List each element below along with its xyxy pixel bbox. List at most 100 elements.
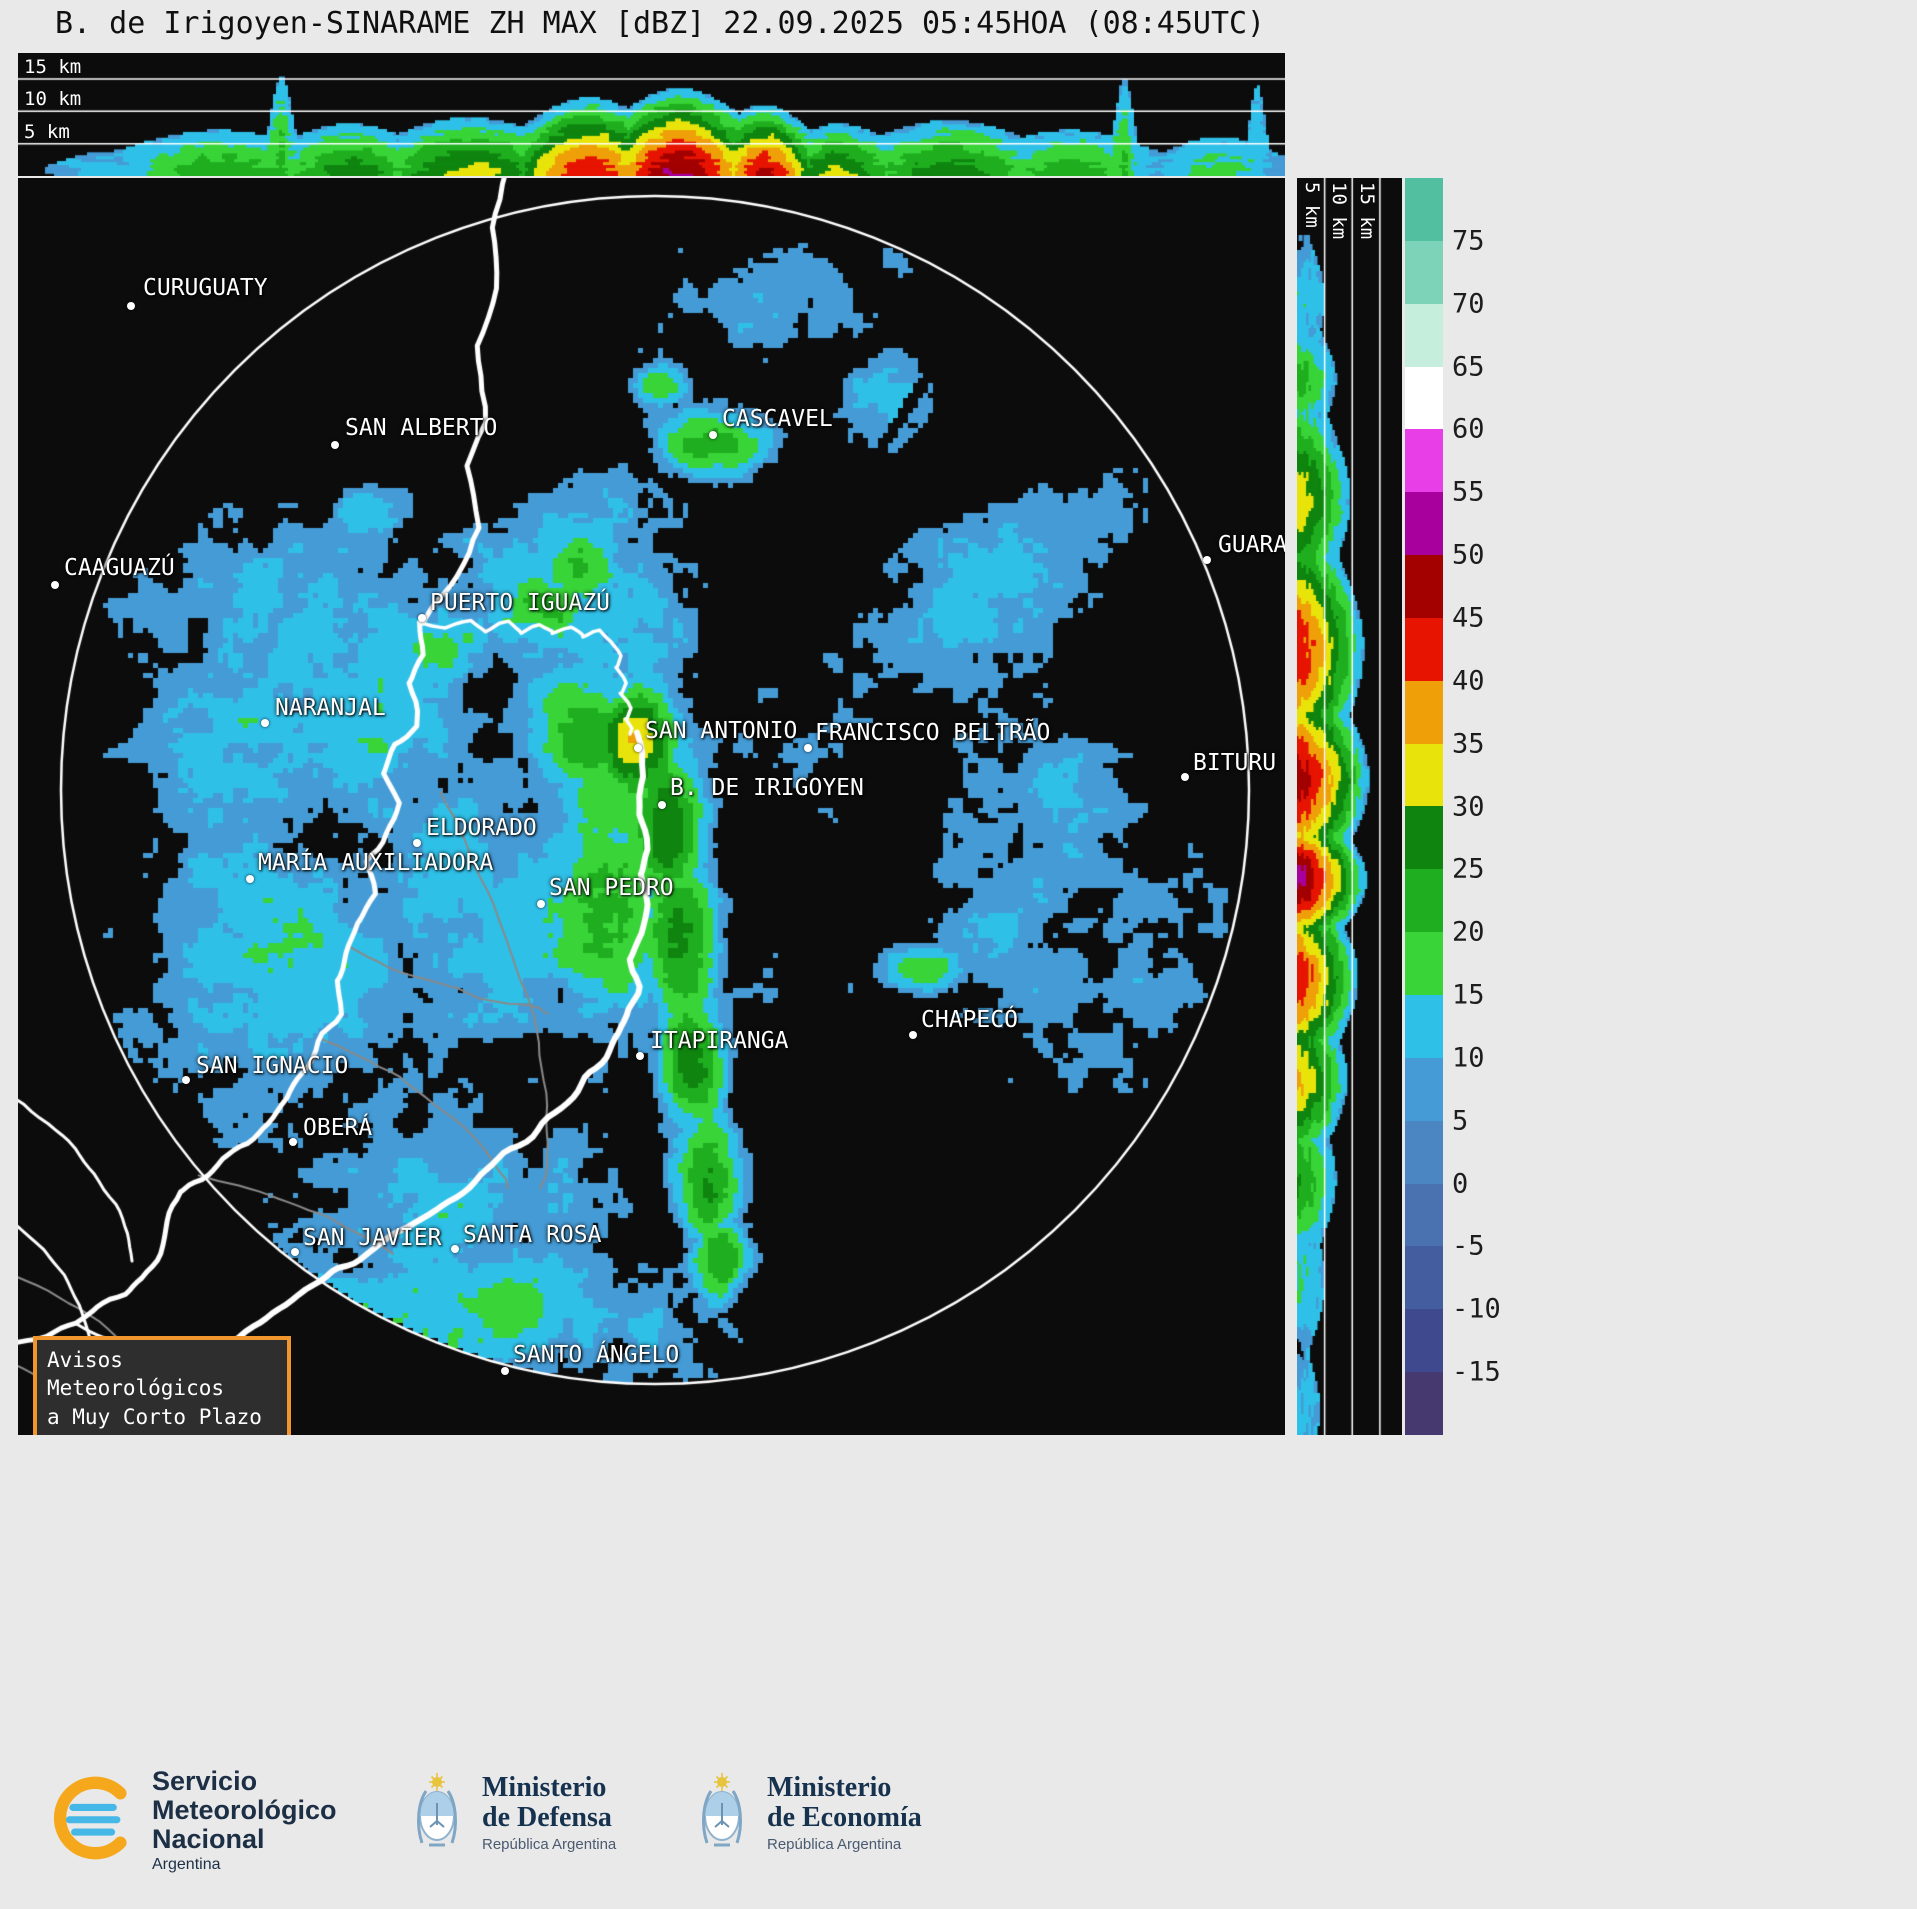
top-cross-section-panel: 15 km 10 km 5 km [18,53,1285,176]
city-marker-santa-rosa [451,1245,459,1253]
city-label-san-pedro: SAN PEDRO [549,875,674,901]
city-marker-naranjal [261,719,269,727]
product-title: B. de Irigoyen-SINARAME ZH MAX [dBZ] 22.… [55,6,1266,41]
ministry-defensa-block: Ministerio de Defensa República Argentin… [408,1771,616,1855]
city-label-san-ignacio: SAN IGNACIO [196,1053,349,1079]
smn-name-line: Servicio [152,1766,258,1796]
city-label-naranjal: NARANJAL [275,695,386,721]
city-marker-cascavel [709,431,717,439]
colorbar-segment [1405,680,1443,744]
colorbar-segment [1405,806,1443,870]
city-label-itapiranga: ITAPIRANGA [650,1028,789,1054]
city-marker-san-alberto [331,441,339,449]
colorbar-tick-60: 60 [1452,413,1485,445]
colorbar-segment [1405,932,1443,995]
right-cross-section-panel: 5 km 10 km 15 km [1297,178,1402,1435]
city-marker-guara [1203,556,1211,564]
colorbar-segment [1405,617,1443,681]
smn-country: Argentina [152,1855,221,1873]
colorbar-tick-0: 0 [1452,1168,1469,1200]
argentina-coat-of-arms-icon [693,1771,751,1855]
colorbar-segment [1405,1120,1443,1184]
city-label-puerto-iguazu: PUERTO IGUAZÚ [430,590,611,616]
colorbar-segment [1405,869,1443,933]
smn-logo-icon [50,1774,138,1866]
city-label-san-javier: SAN JAVIER [303,1225,442,1251]
city-label-caaguazu: CAAGUAZÚ [64,555,175,581]
city-label-san-alberto: SAN ALBERTO [345,415,498,441]
altitude-label-15km: 15 km [24,55,82,78]
city-marker-obera [289,1138,297,1146]
colorbar-segment [1405,492,1443,556]
colorbar-segment [1405,994,1443,1058]
city-marker-francisco-beltrao [804,744,812,752]
warning-line-1: Avisos Meteorológicos [47,1348,225,1401]
colorbar-tick-15: 15 [1452,979,1485,1011]
city-label-eldorado: ELDORADO [426,815,537,841]
city-marker-maria-auxiliadora [246,875,254,883]
altitude-label-10km: 10 km [1328,182,1351,240]
colorbar-tick--15: -15 [1452,1356,1501,1388]
altitude-label-15km: 15 km [1355,182,1378,240]
colorbar-tick--5: -5 [1452,1230,1485,1262]
colorbar-tick-70: 70 [1452,288,1485,320]
city-marker-eldorado [413,839,421,847]
argentina-coat-of-arms-icon [408,1771,466,1855]
city-marker-san-antonio [634,744,642,752]
altitude-label-5km: 5 km [1300,182,1323,228]
smn-name-line: Nacional [152,1823,265,1854]
colorbar-tick-30: 30 [1452,791,1485,822]
city-marker-b-de-irigoyen [658,801,666,809]
colorbar-tick-50: 50 [1452,539,1485,571]
colorbar-segment [1405,743,1443,807]
city-label-chapeco: CHAPECÓ [921,1007,1018,1033]
top-cross-section-canvas [18,53,1285,176]
altitude-label-10km: 10 km [24,88,82,111]
city-marker-bituru [1181,773,1189,781]
colorbar-tick-35: 35 [1452,728,1485,760]
colorbar-tick-25: 25 [1452,853,1485,885]
city-marker-caaguazu [51,581,59,589]
colorbar-segment [1405,240,1443,304]
city-label-bituru: BITURU [1193,750,1277,776]
colorbar-segment [1405,429,1443,493]
city-label-curuguaty: CURUGUATY [143,275,268,301]
city-marker-puerto-iguazu [418,614,426,622]
colorbar-tick-40: 40 [1452,665,1485,697]
right-cross-section-canvas [1297,178,1402,1435]
colorbar-tick-55: 55 [1452,476,1485,508]
colorbar-tick-75: 75 [1452,225,1485,257]
city-label-maria-auxiliadora: MARÍA AUXILIADORA [258,850,494,876]
dbz-colorbar [1405,178,1443,1435]
city-marker-san-pedro [537,900,545,908]
colorbar-segment [1405,1057,1443,1121]
ministry-name-line: de Defensa [482,1801,612,1833]
colorbar-tick-5: 5 [1452,1105,1469,1137]
city-label-cascavel: CASCAVEL [722,406,833,432]
ministry-name-line: Ministerio [482,1772,607,1804]
city-marker-santo-angelo [501,1367,509,1375]
ministry-sub: República Argentina [482,1835,617,1853]
city-marker-san-javier [291,1248,299,1256]
city-label-francisco-beltrao: FRANCISCO BELTRÃO [815,720,1051,746]
colorbar-segment [1405,1183,1443,1247]
city-label-obera: OBERÁ [303,1115,373,1141]
ministry-name-line: de Economía [767,1801,922,1833]
altitude-label-5km: 5 km [24,120,70,143]
city-marker-itapiranga [636,1052,644,1060]
warning-box[interactable]: Avisos Meteorológicos a Muy Corto Plazo [33,1336,291,1435]
colorbar-tick-65: 65 [1452,351,1485,383]
colorbar-segment [1405,303,1443,367]
smn-name-line: Meteorológico [152,1794,337,1825]
colorbar-tick-45: 45 [1452,602,1485,634]
ministry-sub: República Argentina [767,1835,902,1853]
warning-line-2: a Muy Corto Plazo [47,1404,262,1429]
smn-logo-block: Servicio Meteorológico Nacional Argentin… [50,1767,337,1874]
city-label-santa-rosa: SANTA ROSA [463,1222,602,1248]
city-marker-chapeco [909,1031,917,1039]
colorbar-segment [1405,555,1443,618]
colorbar-segment [1405,1246,1443,1310]
city-label-b-de-irigoyen: B. DE IRIGOYEN [670,775,864,801]
footer: Servicio Meteorológico Nacional Argentin… [0,1745,1917,1909]
